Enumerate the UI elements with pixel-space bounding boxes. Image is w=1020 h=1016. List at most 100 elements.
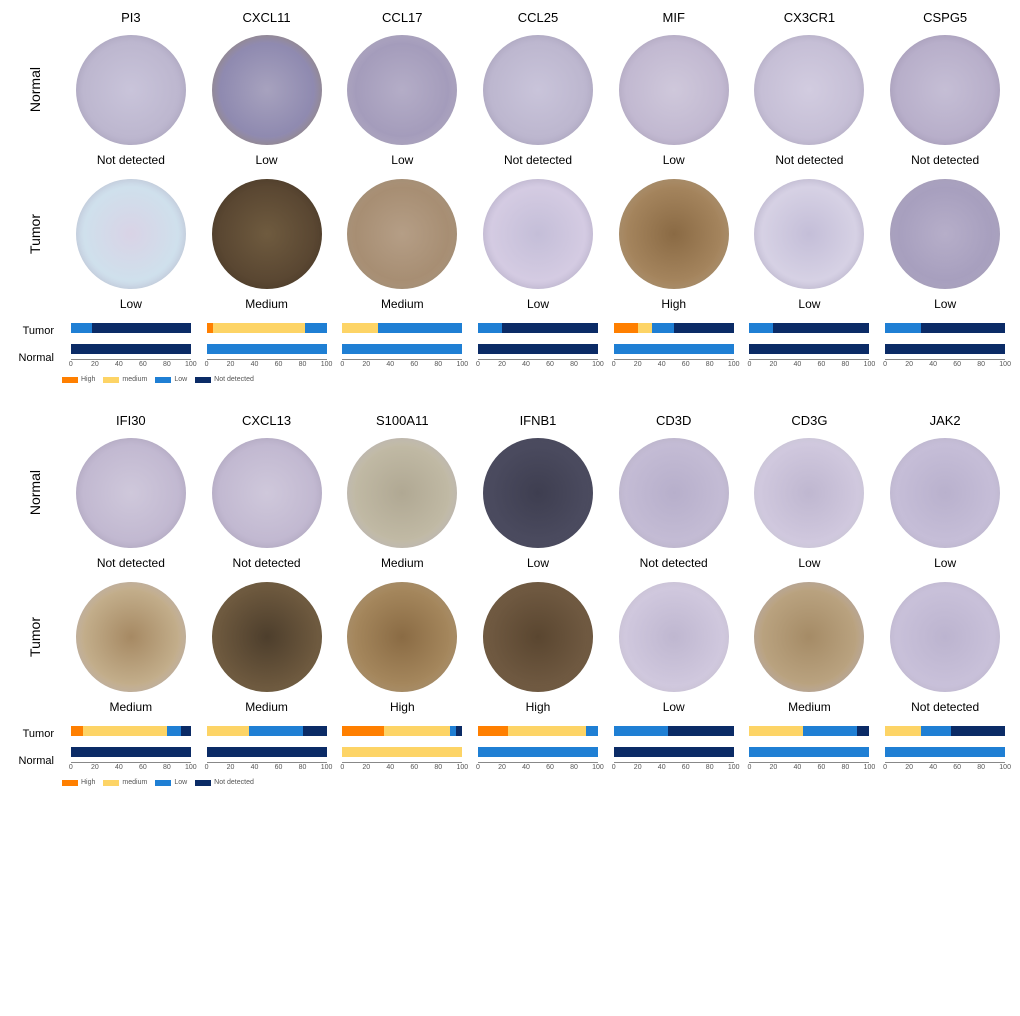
- bar-segment-low: [652, 323, 674, 333]
- status-label-tumor: Medium: [337, 295, 467, 317]
- legend: HighmediumLowNot detected: [10, 376, 1010, 383]
- status-label-normal: Not detected: [66, 151, 196, 173]
- tissue-tumor: [619, 582, 729, 692]
- bar-segment-low: [71, 323, 93, 333]
- status-label-normal: Low: [337, 151, 467, 173]
- column-header: S100A11: [337, 413, 467, 432]
- legend-item: Low: [155, 376, 187, 383]
- bar-segment-medium: [213, 323, 305, 333]
- bar-axis: 020406080100: [342, 762, 462, 775]
- bar-axis: 020406080100: [478, 762, 598, 775]
- bar-segment-low: [749, 747, 869, 757]
- tissue-normal: [890, 35, 1000, 145]
- bar-axis: 020406080100: [749, 359, 869, 372]
- column-header: PI3: [66, 10, 196, 29]
- bar-normal: [749, 344, 869, 354]
- row-label-tumor: Tumor: [27, 617, 43, 657]
- bar-segment-notdetected: [773, 323, 869, 333]
- bar-tumor: [885, 323, 1005, 333]
- bar-segment-medium: [83, 726, 167, 736]
- status-label-tumor: Medium: [66, 698, 196, 720]
- bar-tumor: [342, 323, 462, 333]
- status-label-tumor: Low: [745, 295, 875, 317]
- legend-label: Not detected: [214, 376, 254, 383]
- tissue-normal: [212, 35, 322, 145]
- bar-normal: [614, 747, 734, 757]
- tissue-tumor: [76, 179, 186, 289]
- status-label-normal: Not detected: [66, 554, 196, 576]
- column-header: IFNB1: [473, 413, 603, 432]
- status-label-normal: Medium: [337, 554, 467, 576]
- bar-axis: 020406080100: [478, 359, 598, 372]
- bar-segment-low: [614, 726, 668, 736]
- status-label-normal: Not detected: [202, 554, 332, 576]
- legend-label: High: [81, 376, 95, 383]
- bar-normal: [207, 747, 327, 757]
- column-header: CCL25: [473, 10, 603, 29]
- bar-segment-notdetected: [456, 726, 462, 736]
- bar-normal: [478, 344, 598, 354]
- bar-normal: [342, 747, 462, 757]
- figure-root: PI3CXCL11CCL17CCL25MIFCX3CR1CSPG5NormalN…: [10, 10, 1010, 786]
- bar-axis: 020406080100: [885, 359, 1005, 372]
- row-label-tumor: Tumor: [27, 214, 43, 254]
- bar-segment-low: [803, 726, 857, 736]
- bar-segment-notdetected: [502, 323, 598, 333]
- column-header: CD3G: [745, 413, 875, 432]
- legend-label: Low: [174, 376, 187, 383]
- column-header: CX3CR1: [745, 10, 875, 29]
- bar-segment-medium: [885, 726, 921, 736]
- status-label-normal: Low: [880, 554, 1010, 576]
- bar-segment-low: [885, 323, 921, 333]
- bar-segment-low: [378, 323, 462, 333]
- bar-segment-low: [885, 747, 1005, 757]
- bar-segment-notdetected: [614, 747, 734, 757]
- bar-segment-medium: [384, 726, 450, 736]
- status-label-tumor: High: [337, 698, 467, 720]
- status-label-normal: Not detected: [473, 151, 603, 173]
- bar-segment-notdetected: [478, 344, 598, 354]
- bar-axis: 020406080100: [207, 762, 327, 775]
- status-label-normal: Low: [473, 554, 603, 576]
- bar-axis: 020406080100: [614, 359, 734, 372]
- bar-row-label-tumor: Tumor: [10, 728, 60, 740]
- tissue-normal: [754, 438, 864, 548]
- status-label-tumor: Low: [880, 295, 1010, 317]
- bar-normal: [614, 344, 734, 354]
- bar-tumor: [614, 726, 734, 736]
- bar-segment-notdetected: [749, 344, 869, 354]
- bar-tumor: [71, 726, 191, 736]
- bar-tumor: [478, 323, 598, 333]
- bar-segment-notdetected: [181, 726, 191, 736]
- tissue-normal: [347, 438, 457, 548]
- bar-axis: 020406080100: [207, 359, 327, 372]
- bar-segment-high: [614, 323, 638, 333]
- bar-normal: [885, 747, 1005, 757]
- row-label-normal: Normal: [27, 67, 43, 112]
- bar-normal: [207, 344, 327, 354]
- legend-label: Not detected: [214, 779, 254, 786]
- status-label-tumor: Medium: [745, 698, 875, 720]
- tissue-normal: [754, 35, 864, 145]
- legend-label: medium: [122, 779, 147, 786]
- bar-row-label-tumor: Tumor: [10, 325, 60, 337]
- bar-segment-notdetected: [668, 726, 734, 736]
- bar-segment-low: [167, 726, 181, 736]
- bar-segment-high: [478, 726, 508, 736]
- bar-segment-low: [342, 344, 462, 354]
- tissue-tumor: [890, 582, 1000, 692]
- column-header: JAK2: [880, 413, 1010, 432]
- bar-normal: [71, 344, 191, 354]
- status-label-tumor: Low: [473, 295, 603, 317]
- legend-item: Not detected: [195, 779, 254, 786]
- tissue-normal: [483, 35, 593, 145]
- tissue-normal: [212, 438, 322, 548]
- bar-segment-notdetected: [885, 344, 1005, 354]
- bar-axis: 020406080100: [885, 762, 1005, 775]
- bar-tumor: [478, 726, 598, 736]
- bar-segment-high: [71, 726, 83, 736]
- tissue-tumor: [483, 582, 593, 692]
- status-label-normal: Low: [202, 151, 332, 173]
- tissue-tumor: [754, 179, 864, 289]
- bar-segment-notdetected: [71, 747, 191, 757]
